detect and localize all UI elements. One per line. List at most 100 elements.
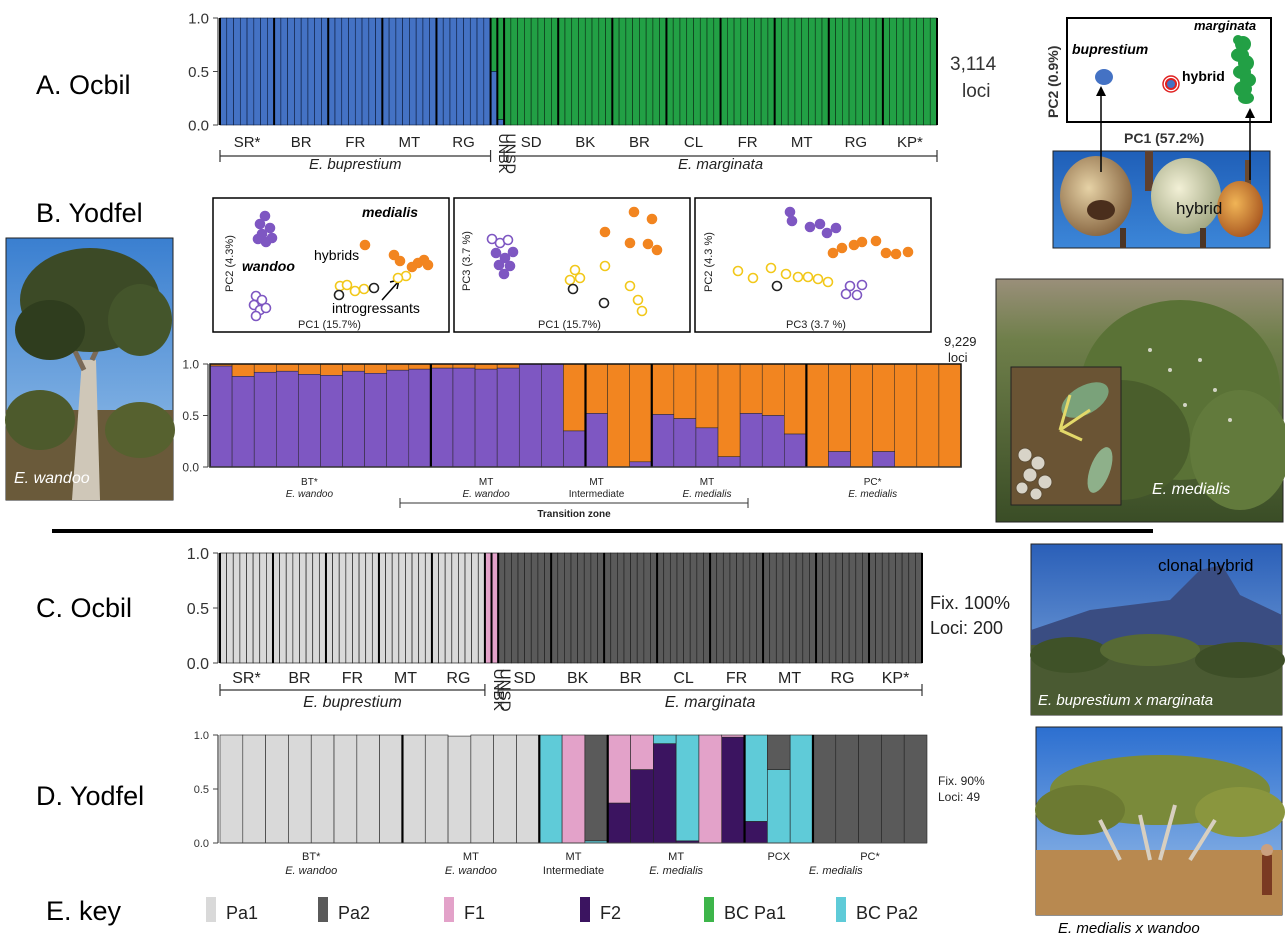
structure-bar-wandoo xyxy=(585,413,608,468)
structure-bar-wandoo xyxy=(474,368,498,468)
structure-bar xyxy=(307,17,315,126)
newhybrids-bar xyxy=(749,552,757,664)
newhybrids-bar xyxy=(557,552,565,664)
newhybrids-bar xyxy=(338,552,347,664)
structure-bar xyxy=(233,17,241,126)
newhybrids-bar xyxy=(663,552,671,664)
structure-bar xyxy=(436,17,444,126)
newhybrids-bar-pa2 xyxy=(858,734,882,844)
pca-point xyxy=(802,271,814,283)
panel-label-e: E. key xyxy=(46,896,122,926)
structure-bar xyxy=(632,17,640,126)
newhybrids-bar xyxy=(828,552,837,664)
pca-point xyxy=(624,237,636,249)
newhybrids-bar-bc_pa2 xyxy=(744,734,768,822)
photo-fruits-label: hybrid xyxy=(1176,199,1222,218)
pca-point xyxy=(792,271,804,283)
structure-bar-medialis xyxy=(474,363,498,370)
group-label: FR xyxy=(342,670,363,687)
pca-point-hybrid xyxy=(1162,75,1180,93)
group-label: CL xyxy=(673,670,694,687)
structure-bar xyxy=(469,17,478,126)
pca-point xyxy=(651,244,663,256)
structure-bar xyxy=(666,17,674,126)
structure-bar xyxy=(686,17,694,126)
pca-point xyxy=(780,268,792,280)
pca-b3-ylabel: PC2 (4.3 %) xyxy=(703,232,715,292)
newhybrids-bar-pa1 xyxy=(447,735,472,844)
newhybrids-bar xyxy=(246,552,254,664)
structure-bar-medialis xyxy=(717,363,741,457)
loci-d-fix: Fix. 90% xyxy=(938,774,985,788)
structure-bar xyxy=(246,17,255,126)
loci-d-count: Loci: 49 xyxy=(938,790,980,804)
pca-point xyxy=(599,260,611,272)
structure-bar xyxy=(605,17,613,126)
pca-point xyxy=(642,238,654,250)
structure-bar xyxy=(409,17,417,126)
pca-point xyxy=(786,215,798,227)
group-sublabel: E. wandoo xyxy=(445,865,497,877)
pca-point xyxy=(771,280,783,292)
newhybrids-bar xyxy=(835,552,843,664)
structure-bar xyxy=(476,17,485,126)
newhybrids-bar xyxy=(279,552,287,664)
newhybrids-bar-f2 xyxy=(607,802,631,844)
structure-bar xyxy=(226,17,234,126)
pca-b1-ylabel: PC2 (4.3%) xyxy=(224,235,236,292)
structure-bar-wandoo xyxy=(872,451,895,468)
newhybrids-bar xyxy=(458,552,466,664)
newhybrids-bar-pa1 xyxy=(310,734,335,844)
group-sublabel: E. medialis xyxy=(848,489,897,500)
group-label: BK xyxy=(567,670,589,687)
structure-bar xyxy=(483,17,491,126)
pca-point xyxy=(624,280,636,292)
newhybrids-bar xyxy=(259,552,267,664)
pca-point xyxy=(358,283,370,295)
pca-b3-xlabel: PC3 (3.7 %) xyxy=(786,319,846,331)
structure-bar-medialis xyxy=(673,363,697,419)
newhybrids-bar xyxy=(504,552,512,664)
newhybrids-bar xyxy=(636,552,645,664)
pca-point xyxy=(486,233,498,245)
newhybrids-bar-pa1 xyxy=(379,734,403,844)
legend-swatch xyxy=(206,897,216,922)
structure-bar xyxy=(713,17,721,126)
pca-point xyxy=(256,294,268,306)
newhybrids-bar xyxy=(769,552,777,664)
pca-point xyxy=(564,274,576,286)
group-label: MT xyxy=(778,670,801,687)
legend-key: Pa1 Pa2 F1 F2 BC Pa1 BC Pa2 xyxy=(206,897,918,923)
newhybrids-bar-f2 xyxy=(630,769,654,844)
structure-bar xyxy=(659,17,667,126)
structure-bar xyxy=(382,17,390,126)
pca-point xyxy=(260,302,272,314)
newhybrids-bar xyxy=(239,552,247,664)
newhybrids-bar xyxy=(729,552,737,664)
panel-label-c: C. Ocbil xyxy=(36,593,132,623)
structure-bar xyxy=(334,17,343,126)
newhybrids-bar xyxy=(405,552,413,664)
newhybrids-bar-pa2 xyxy=(767,734,791,770)
structure-bar xyxy=(287,17,295,126)
pca-point xyxy=(747,272,759,284)
pca-point xyxy=(254,218,266,230)
structure-bar xyxy=(828,17,836,126)
structure-bar xyxy=(300,17,309,126)
group-sublabel: E. medialis xyxy=(649,865,703,877)
pca-point xyxy=(804,221,816,233)
structure-bar xyxy=(544,17,552,126)
structure-bar xyxy=(767,17,775,126)
pca-point xyxy=(784,206,796,218)
newhybrids-bar xyxy=(643,552,651,664)
newhybrids-bar xyxy=(564,552,572,664)
newhybrids-bar-pa1 xyxy=(333,734,358,844)
structure-bar-wandoo xyxy=(209,365,233,468)
structure-bar xyxy=(598,17,606,126)
transition-zone-label: Transition zone xyxy=(537,509,611,520)
structure-bar xyxy=(747,17,755,126)
structure-bar xyxy=(368,17,376,126)
pca-point xyxy=(890,248,902,260)
group-sublabel: E. medialis xyxy=(683,489,732,500)
structure-bar-wandoo xyxy=(673,418,697,468)
